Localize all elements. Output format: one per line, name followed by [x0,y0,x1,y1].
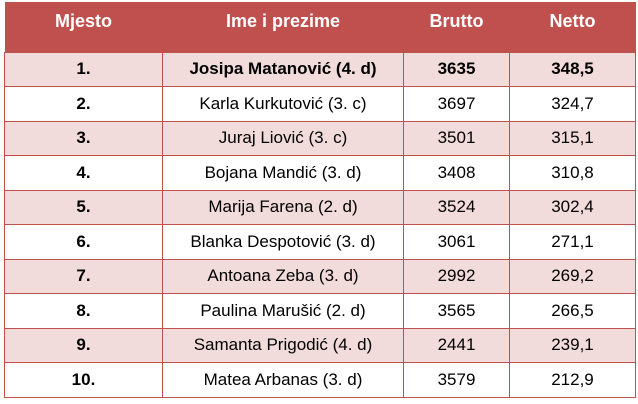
cell-place: 4. [4,155,163,191]
cell-place: 9. [4,327,163,363]
header-netto: Netto [509,2,636,52]
cell-place: 10. [4,362,163,398]
table-row: 6. Blanka Despotović (3. d) 3061 271,1 [4,224,636,260]
cell-brutto: 2992 [403,258,510,294]
results-table: Mjesto Ime i prezime Brutto Netto 1. Jos… [4,2,636,398]
table-row: 10. Matea Arbanas (3. d) 3579 212,9 [4,362,636,398]
cell-netto: 324,7 [509,86,636,122]
cell-netto: 348,5 [509,51,636,87]
header-row: Mjesto Ime i prezime Brutto Netto [4,2,636,52]
cell-name: Blanka Despotović (3. d) [162,224,404,260]
cell-place: 7. [4,258,163,294]
cell-brutto: 3061 [403,224,510,260]
cell-place: 5. [4,189,163,225]
cell-place: 3. [4,120,163,156]
table-row: 2. Karla Kurkutović (3. c) 3697 324,7 [4,86,636,122]
table-row: 9. Samanta Prigodić (4. d) 2441 239,1 [4,327,636,363]
cell-brutto: 3635 [403,51,510,87]
cell-netto: 310,8 [509,155,636,191]
cell-netto: 302,4 [509,189,636,225]
cell-place: 2. [4,86,163,122]
table-row: 3. Juraj Liović (3. c) 3501 315,1 [4,120,636,156]
cell-netto: 239,1 [509,327,636,363]
table-row: 1. Josipa Matanović (4. d) 3635 348,5 [4,51,636,87]
cell-name: Paulina Marušić (2. d) [162,293,404,329]
cell-netto: 315,1 [509,120,636,156]
cell-place: 1. [4,51,163,87]
table-row: 7. Antoana Zeba (3. d) 2992 269,2 [4,258,636,294]
cell-netto: 266,5 [509,293,636,329]
table-body: 1. Josipa Matanović (4. d) 3635 348,5 2.… [4,51,636,398]
cell-brutto: 3524 [403,189,510,225]
header-place: Mjesto [4,2,163,52]
table-row: 8. Paulina Marušić (2. d) 3565 266,5 [4,293,636,329]
cell-name: Josipa Matanović (4. d) [162,51,404,87]
cell-brutto: 3579 [403,362,510,398]
cell-brutto: 3697 [403,86,510,122]
cell-name: Antoana Zeba (3. d) [162,258,404,294]
table-header: Mjesto Ime i prezime Brutto Netto [4,2,636,52]
cell-name: Matea Arbanas (3. d) [162,362,404,398]
table-row: 4. Bojana Mandić (3. d) 3408 310,8 [4,155,636,191]
cell-netto: 212,9 [509,362,636,398]
header-brutto: Brutto [403,2,510,52]
table-row: 5. Marija Farena (2. d) 3524 302,4 [4,189,636,225]
header-name: Ime i prezime [162,2,404,52]
cell-name: Bojana Mandić (3. d) [162,155,404,191]
cell-name: Samanta Prigodić (4. d) [162,327,404,363]
cell-netto: 271,1 [509,224,636,260]
cell-name: Juraj Liović (3. c) [162,120,404,156]
cell-place: 8. [4,293,163,329]
cell-brutto: 3565 [403,293,510,329]
cell-name: Marija Farena (2. d) [162,189,404,225]
cell-brutto: 2441 [403,327,510,363]
cell-place: 6. [4,224,163,260]
cell-brutto: 3408 [403,155,510,191]
cell-netto: 269,2 [509,258,636,294]
cell-name: Karla Kurkutović (3. c) [162,86,404,122]
cell-brutto: 3501 [403,120,510,156]
